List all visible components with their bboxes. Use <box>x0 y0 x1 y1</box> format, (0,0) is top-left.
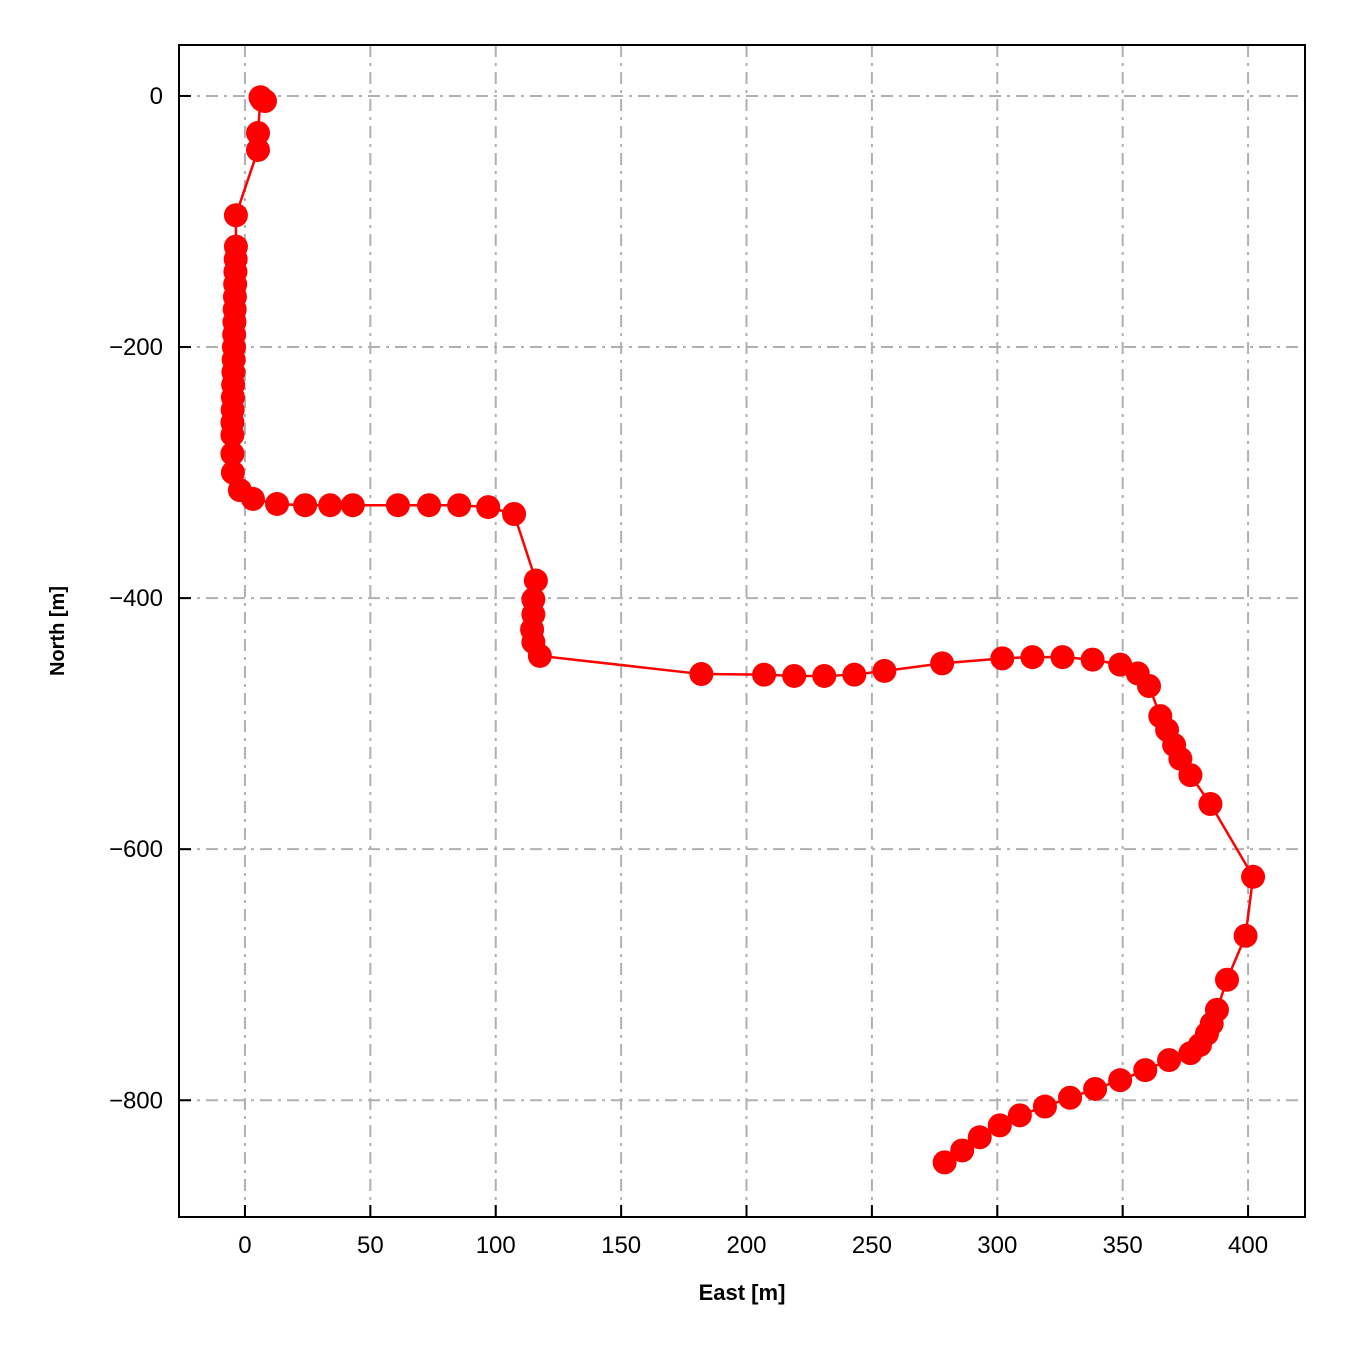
data-point <box>1233 923 1258 948</box>
data-point <box>1007 1103 1032 1128</box>
y-tick-label: −200 <box>109 334 163 361</box>
series-track <box>220 85 1266 1175</box>
series-line <box>231 94 1255 1164</box>
x-axis-label: East [m] <box>699 1280 786 1305</box>
y-tick-label: −800 <box>109 1087 163 1114</box>
x-tick-label: 100 <box>476 1232 516 1259</box>
x-tick-label: 250 <box>852 1232 892 1259</box>
data-point <box>1020 645 1045 670</box>
data-point <box>293 493 318 518</box>
y-tick-label: −400 <box>109 585 163 612</box>
data-point <box>1058 1085 1083 1110</box>
data-point <box>782 663 807 688</box>
data-point <box>245 121 270 146</box>
data-point <box>1198 791 1223 816</box>
grid <box>179 45 1305 1217</box>
data-point <box>930 651 955 676</box>
x-tick-label: 400 <box>1228 1232 1268 1259</box>
x-tick-label: 0 <box>238 1232 251 1259</box>
data-point <box>872 658 897 683</box>
data-point <box>990 646 1015 671</box>
data-point <box>502 502 527 527</box>
y-tick-label: −600 <box>109 836 163 863</box>
data-point <box>220 441 245 466</box>
data-point <box>340 493 365 518</box>
data-point <box>245 137 270 162</box>
data-point <box>476 495 501 520</box>
data-point <box>417 493 442 518</box>
plot-frame <box>178 44 1306 1218</box>
ticks: 0 50 100 150 200 250 300 350 400 0 −200 −400 −600 −80… <box>109 83 1268 1259</box>
x-tick-label: 50 <box>357 1232 384 1259</box>
data-point <box>318 493 343 518</box>
data-point <box>1108 1068 1133 1093</box>
data-point <box>950 1138 975 1163</box>
data-point <box>752 662 777 687</box>
data-point <box>1241 864 1266 889</box>
data-point <box>1032 1094 1057 1119</box>
data-point <box>527 643 552 668</box>
data-point <box>248 85 273 110</box>
data-point <box>967 1125 992 1150</box>
x-tick-label: 300 <box>977 1232 1017 1259</box>
data-point <box>1050 645 1075 670</box>
data-point <box>223 203 248 228</box>
data-point <box>689 662 714 687</box>
data-point <box>523 568 548 593</box>
data-point <box>1157 1048 1182 1073</box>
data-point <box>987 1113 1012 1138</box>
data-point <box>1137 673 1162 698</box>
data-point <box>385 493 410 518</box>
data-point <box>812 663 837 688</box>
data-point <box>1080 647 1105 672</box>
data-point <box>265 491 290 516</box>
data-point <box>240 486 265 511</box>
data-point <box>1215 967 1240 992</box>
data-point <box>932 1150 957 1175</box>
data-point <box>447 493 472 518</box>
data-point <box>1178 1041 1203 1066</box>
data-point <box>1178 763 1203 788</box>
y-axis-label: North [m] <box>47 586 69 676</box>
data-point <box>842 662 867 687</box>
data-point <box>1133 1058 1158 1083</box>
x-tick-label: 200 <box>726 1232 766 1259</box>
x-tick-label: 350 <box>1103 1232 1143 1259</box>
data-point <box>220 422 245 447</box>
x-tick-label: 150 <box>601 1232 641 1259</box>
data-point <box>1083 1076 1108 1101</box>
y-tick-label: 0 <box>150 83 163 110</box>
